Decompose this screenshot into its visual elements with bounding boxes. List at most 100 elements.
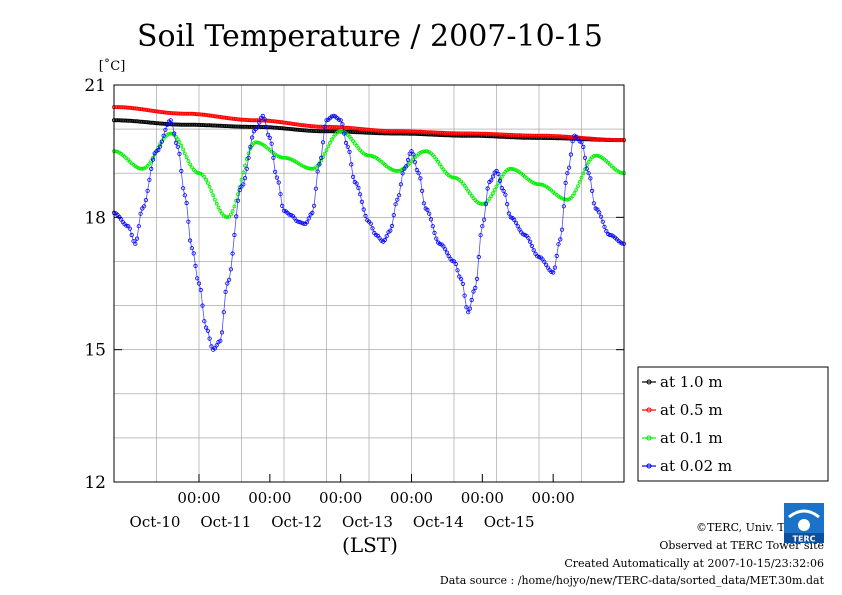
data-point (242, 176, 248, 181)
y-tick-label: 15 (84, 341, 106, 361)
data-point (418, 176, 423, 181)
data-point (592, 154, 596, 158)
data-point (579, 140, 584, 145)
data-point (579, 175, 584, 180)
legend-box (637, 366, 829, 482)
data-point (327, 129, 332, 134)
data-point (188, 111, 193, 116)
data-point (329, 137, 334, 142)
data-point (285, 121, 290, 126)
data-point (310, 210, 315, 215)
data-point (352, 141, 357, 146)
y-tick-label: 12 (84, 473, 106, 493)
data-point (537, 182, 541, 187)
data-point (549, 269, 554, 274)
data-point (581, 171, 586, 176)
data-point (455, 268, 460, 273)
data-point (466, 188, 471, 193)
legend-label: at 0.5 m (660, 401, 723, 419)
data-point (184, 155, 189, 160)
data-point (450, 175, 455, 180)
data-point (398, 182, 403, 187)
x-tick-label-time: 00:00 (319, 489, 362, 507)
data-point (367, 153, 371, 158)
y-axis-label: [˚C] (99, 58, 126, 74)
data-point (287, 156, 292, 161)
data-point (225, 215, 230, 220)
data-point (136, 166, 141, 171)
data-point (264, 124, 269, 130)
data-point (246, 151, 251, 156)
data-point (391, 213, 396, 218)
legend-label: at 0.1 m (660, 429, 723, 447)
data-point (225, 281, 230, 286)
data-point (393, 168, 398, 173)
data-point (134, 236, 140, 241)
data-point (396, 193, 402, 198)
data-point (276, 180, 281, 185)
data-point (322, 151, 327, 156)
data-point (522, 133, 527, 138)
data-point (407, 129, 412, 134)
data-point (490, 174, 496, 179)
data-point (368, 153, 373, 158)
data-point (595, 153, 600, 158)
data-point (583, 136, 588, 141)
data-point (563, 180, 568, 185)
data-point (248, 144, 253, 149)
data-point (202, 319, 207, 324)
data-point (181, 147, 186, 152)
data-point (207, 336, 212, 341)
data-point (576, 184, 580, 189)
data-point (370, 226, 375, 231)
data-point (359, 199, 364, 204)
data-point (227, 277, 232, 282)
data-point (443, 130, 448, 135)
data-point (478, 233, 483, 238)
data-point (420, 149, 425, 154)
data-point (485, 186, 490, 191)
data-point (420, 129, 425, 134)
data-point (274, 119, 279, 124)
data-point (159, 121, 164, 126)
data-point (117, 118, 122, 123)
data-point (560, 196, 564, 201)
data-point (255, 125, 260, 130)
data-point (496, 171, 501, 176)
data-point (225, 124, 230, 129)
data-point (501, 188, 506, 193)
data-point (412, 129, 417, 134)
data-point (292, 122, 297, 127)
data-point (285, 126, 290, 131)
data-point (170, 111, 175, 116)
data-point (570, 194, 575, 198)
data-point (241, 182, 246, 187)
data-point (602, 137, 607, 142)
data-point (558, 237, 563, 242)
data-point (230, 116, 235, 121)
data-point (377, 128, 382, 133)
x-tick-label-date: Oct-14 (413, 513, 464, 531)
data-point (230, 251, 235, 256)
data-point (598, 214, 604, 219)
data-point (255, 140, 260, 145)
data-point (320, 140, 326, 145)
data-point (586, 160, 591, 164)
data-point (389, 223, 395, 229)
data-point (287, 212, 292, 217)
data-point (349, 136, 354, 141)
data-point (604, 229, 609, 234)
data-point (289, 157, 294, 162)
x-tick-label-date: Oct-13 (342, 513, 393, 531)
data-point (243, 163, 247, 168)
data-point (425, 130, 430, 135)
data-point (489, 194, 494, 199)
data-point (157, 144, 163, 149)
data-point (232, 116, 237, 121)
x-tick-label-date: Oct-11 (200, 513, 251, 531)
data-point (251, 141, 256, 146)
data-point (207, 113, 212, 118)
data-point (543, 262, 549, 267)
data-point (460, 281, 465, 286)
